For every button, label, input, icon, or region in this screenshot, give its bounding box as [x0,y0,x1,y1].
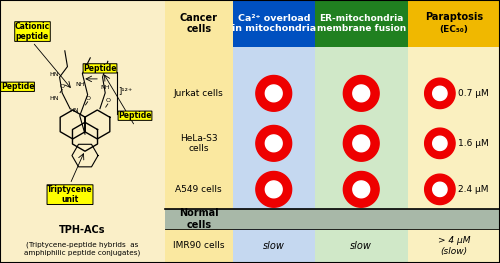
Text: Peptide: Peptide [83,64,117,73]
Polygon shape [256,75,292,111]
Polygon shape [424,174,455,205]
Polygon shape [256,171,292,207]
Polygon shape [353,85,370,102]
Text: 2.4 μM: 2.4 μM [458,185,488,194]
Bar [315,209,408,229]
Bar [232,0,315,47]
Bar [408,209,500,229]
Polygon shape [344,125,379,161]
Bar [232,47,315,209]
Bar [408,47,500,209]
Text: > 4 μM
(slow): > 4 μM (slow) [438,236,470,256]
Polygon shape [432,182,447,196]
Text: ER-mitochondria
membrane fusion: ER-mitochondria membrane fusion [316,14,406,33]
Bar [315,47,408,209]
Bar [165,209,232,229]
Text: O: O [106,98,110,103]
Text: Ca²⁺ overload
in mitochondria: Ca²⁺ overload in mitochondria [232,14,316,33]
Polygon shape [256,125,292,161]
Bar [408,229,500,263]
Polygon shape [432,86,447,100]
Text: Peptide: Peptide [118,111,152,120]
Text: O: O [85,96,90,101]
Polygon shape [353,135,370,152]
Polygon shape [353,181,370,198]
Text: HN: HN [50,72,59,77]
Polygon shape [424,78,455,109]
Text: Peptide: Peptide [1,82,34,91]
Bar [232,209,315,229]
Polygon shape [424,128,455,159]
Text: 1.6 μM: 1.6 μM [458,139,488,148]
Text: NH: NH [100,85,110,90]
Bar [232,229,315,263]
Polygon shape [266,181,282,198]
Bar [165,229,232,263]
Text: slow: slow [350,241,372,251]
Text: (Triptycene-peptide hybrids  as
amphiphilic peptide conjugates): (Triptycene-peptide hybrids as amphiphil… [24,241,140,256]
Text: (EC₅₀): (EC₅₀) [440,25,468,34]
Polygon shape [266,135,282,152]
Text: A549 cells: A549 cells [176,185,222,194]
Text: 0.7 μM: 0.7 μM [458,89,488,98]
Text: TPH-ACs: TPH-ACs [60,225,106,235]
Polygon shape [344,75,379,111]
Bar [165,0,232,47]
Text: Triptycene
unit: Triptycene unit [47,185,93,204]
Polygon shape [344,171,379,207]
Text: O: O [60,84,64,89]
Text: ]¹²⁺: ]¹²⁺ [118,86,132,95]
Text: Cationic
peptide: Cationic peptide [15,22,50,41]
Bar [315,229,408,263]
Bar [165,47,232,209]
Polygon shape [432,136,447,150]
Text: Normal
cells: Normal cells [179,208,218,230]
Bar [408,0,500,47]
Polygon shape [266,85,282,102]
Bar [0,0,165,263]
Text: IMR90 cells: IMR90 cells [173,241,225,250]
Text: NH: NH [75,82,85,87]
Text: slow: slow [263,241,284,251]
Text: Jurkat cells: Jurkat cells [174,89,224,98]
Bar [315,0,408,47]
Text: HeLa-S3
cells: HeLa-S3 cells [180,134,218,153]
Text: HN: HN [70,108,79,113]
Text: HN: HN [50,96,59,101]
Text: Cancer
cells: Cancer cells [180,13,218,34]
Text: Paraptosis: Paraptosis [424,12,483,22]
